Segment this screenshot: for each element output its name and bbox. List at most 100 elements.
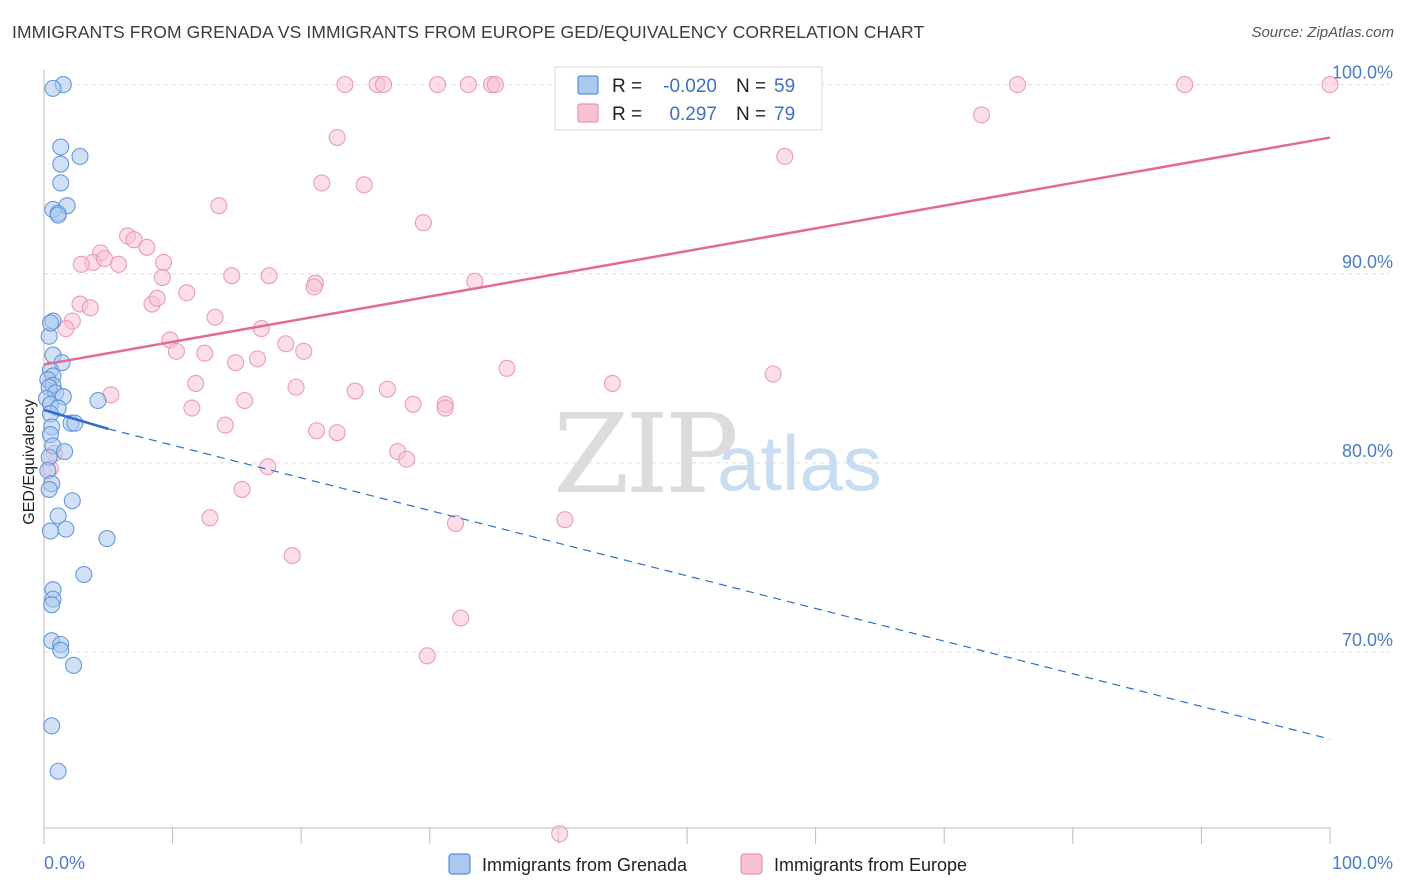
- europe-point-25: [110, 255, 128, 273]
- europe-point-19: [138, 238, 156, 256]
- legend-swatch-grenada: [448, 853, 471, 875]
- grenada-point-42: [75, 565, 93, 584]
- europe-point-46: [248, 350, 267, 368]
- trend-line-grenada-dashed: [108, 428, 1331, 740]
- europe-point-61: [308, 422, 326, 440]
- legend-label-europe: Immigrants from Europe: [774, 855, 967, 875]
- grenada-point-38: [49, 507, 67, 525]
- europe-point-47: [227, 354, 245, 372]
- y-tick-label-0: 70.0%: [1342, 630, 1393, 650]
- europe-point-44: [167, 342, 186, 360]
- stats-r-value-grenada: -0.020: [663, 76, 717, 97]
- stats-n-value-europe: 79: [774, 104, 795, 125]
- europe-point-4: [459, 76, 477, 94]
- europe-point-65: [398, 450, 416, 468]
- europe-point-27: [260, 267, 278, 285]
- europe-point-59: [436, 399, 454, 417]
- europe-point-60: [183, 399, 201, 417]
- series-grenada-points: [38, 76, 116, 780]
- europe-point-62: [328, 424, 346, 442]
- europe-point-26: [223, 267, 241, 285]
- europe-point-57: [404, 395, 422, 413]
- stats-r-label-grenada: R =: [612, 76, 642, 97]
- europe-point-18: [125, 231, 143, 249]
- europe-point-11: [328, 129, 346, 147]
- europe-point-39: [57, 320, 75, 338]
- grenada-point-12: [41, 314, 59, 332]
- europe-point-69: [233, 480, 251, 498]
- grenada-point-1: [44, 79, 62, 97]
- europe-point-43: [295, 342, 313, 360]
- grenada-point-3: [52, 155, 70, 173]
- europe-point-67: [259, 458, 277, 476]
- europe-point-16: [414, 214, 432, 232]
- europe-point-2: [374, 76, 393, 94]
- grenada-point-41: [98, 530, 116, 548]
- stats-n-value-grenada: 59: [774, 76, 795, 97]
- europe-point-38: [206, 308, 224, 326]
- europe-point-56: [236, 391, 254, 410]
- europe-point-10: [972, 106, 991, 124]
- europe-point-24: [155, 253, 173, 271]
- europe-point-49: [764, 365, 782, 383]
- stats-swatch-grenada: [577, 75, 599, 95]
- y-axis-ticks: 70.0% 80.0% 90.0% 100.0%: [1332, 63, 1393, 650]
- series-europe-points: [41, 76, 1339, 843]
- europe-point-50: [187, 374, 205, 393]
- grenada-point-26: [89, 391, 107, 410]
- europe-point-52: [287, 378, 305, 396]
- europe-point-54: [378, 380, 396, 398]
- europe-point-51: [603, 374, 621, 393]
- grenada-point-9: [49, 206, 67, 224]
- europe-point-36: [148, 289, 166, 307]
- y-tick-label-1: 80.0%: [1342, 441, 1393, 461]
- stats-box-frame: [554, 66, 823, 131]
- europe-point-53: [346, 382, 364, 400]
- gridlines: [44, 84, 1390, 653]
- source-credit: Source: ZipAtlas.com: [1251, 24, 1394, 41]
- grenada-point-5: [52, 174, 70, 192]
- legend-swatch-europe: [740, 853, 763, 875]
- grenada-point-2: [52, 138, 70, 156]
- stats-r-value-europe: 0.297: [669, 104, 717, 125]
- europe-point-0: [336, 76, 354, 94]
- x-axis: 0.0% 100.0%: [43, 70, 1393, 873]
- grenada-point-45: [43, 596, 61, 614]
- europe-point-3: [428, 76, 447, 94]
- europe-point-14: [355, 176, 373, 194]
- grenada-point-49: [65, 656, 83, 674]
- europe-point-6: [486, 76, 504, 94]
- europe-point-30: [305, 278, 323, 296]
- europe-point-28: [153, 268, 171, 287]
- y-tick-label-2: 90.0%: [1342, 252, 1393, 272]
- y-tick-label-3: 100.0%: [1332, 63, 1393, 83]
- grenada-point-36: [40, 480, 58, 498]
- grenada-point-40: [41, 522, 59, 540]
- europe-point-71: [446, 514, 465, 532]
- grenada-point-32: [56, 443, 74, 461]
- europe-point-40: [252, 320, 270, 338]
- europe-point-13: [313, 174, 331, 192]
- europe-point-45: [196, 344, 214, 362]
- europe-point-72: [556, 511, 574, 529]
- stats-n-label-europe: N =: [736, 104, 766, 125]
- europe-point-48: [498, 359, 516, 377]
- stats-swatch-europe: [577, 103, 599, 123]
- europe-point-76: [551, 825, 569, 843]
- y-axis-label: GED/Equivalency: [21, 399, 38, 524]
- grenada-point-48: [52, 641, 70, 659]
- trend-line-europe: [43, 136, 1331, 366]
- grenada-point-4: [71, 147, 89, 166]
- chart-title: IMMIGRANTS FROM GRENADA VS IMMIGRANTS FR…: [12, 22, 925, 42]
- x-tick-label-1: 100.0%: [1332, 853, 1393, 873]
- europe-point-73: [283, 547, 301, 565]
- stats-r-label-europe: R =: [612, 104, 642, 125]
- legend: Immigrants from Grenada Immigrants from …: [448, 853, 967, 875]
- europe-point-32: [178, 284, 196, 302]
- grenada-point-50: [43, 717, 61, 735]
- europe-point-12: [776, 147, 794, 166]
- trend-line-grenada-solid: [43, 408, 109, 431]
- watermark: ZIP atlas: [553, 390, 882, 518]
- watermark-zip: ZIP: [553, 390, 736, 518]
